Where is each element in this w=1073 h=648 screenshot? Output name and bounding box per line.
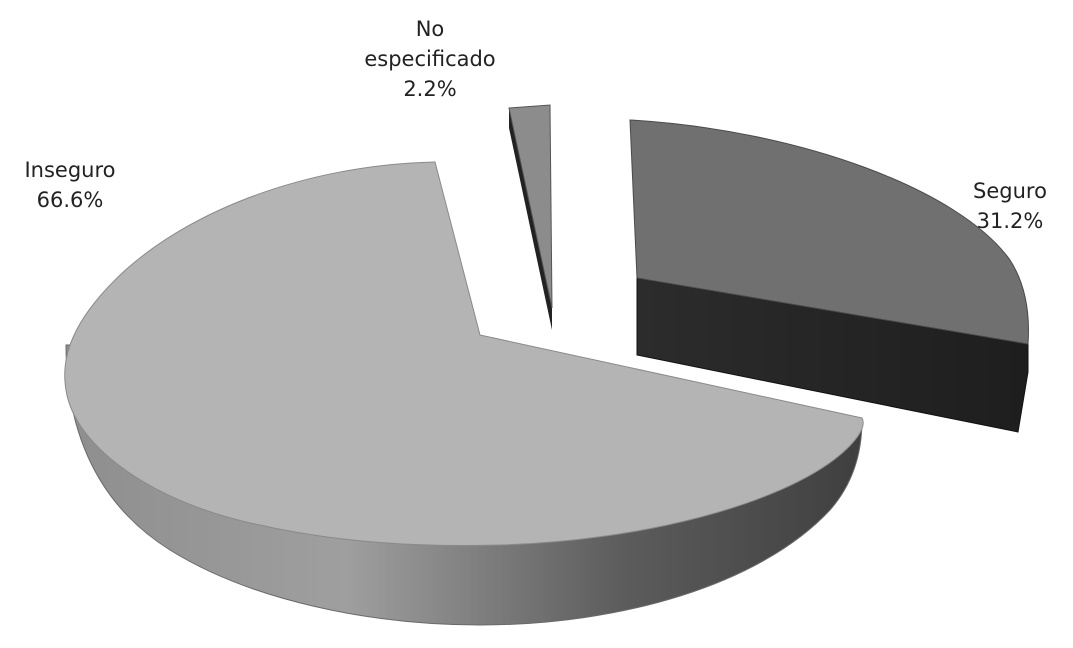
label-seguro: Seguro 31.2% (950, 176, 1070, 236)
label-seguro-value: 31.2% (976, 209, 1044, 233)
label-inseguro: Inseguro 66.6% (0, 155, 140, 215)
slice-inseguro (64, 161, 864, 626)
slice-seguro (629, 119, 1029, 433)
label-inseguro-name: Inseguro (24, 158, 116, 182)
label-no-especificado-value: 2.2% (403, 77, 457, 101)
slice-no-especificado (508, 104, 553, 330)
slice-no-especificado-side (509, 108, 552, 330)
label-inseguro-value: 66.6% (36, 188, 104, 212)
label-seguro-name: Seguro (973, 179, 1047, 203)
slice-no-especificado-top (508, 104, 553, 309)
slice-seguro-top (629, 119, 1029, 345)
label-no-especificado-name: No especificado (364, 17, 496, 71)
slice-inseguro-top (64, 161, 864, 546)
label-no-especificado: No especificado 2.2% (330, 14, 530, 104)
